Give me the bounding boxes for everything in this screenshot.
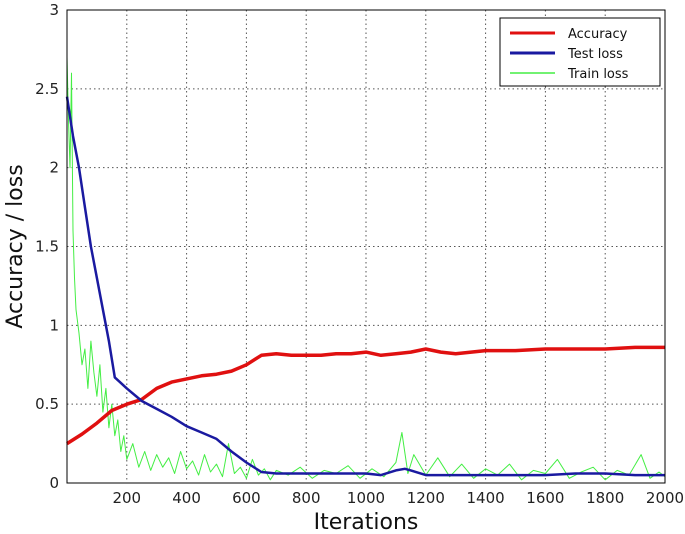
x-tick-label: 600 (232, 489, 261, 507)
x-tick-label: 1200 (407, 489, 445, 507)
x-tick-label: 400 (172, 489, 201, 507)
gridlines (67, 10, 665, 483)
x-tick-labels: 200 400 600 800 1000 1200 1400 1600 1800 2000 (112, 489, 684, 507)
x-tick-label: 1800 (586, 489, 624, 507)
x-tick-label: 800 (292, 489, 321, 507)
x-tick-label: 2000 (646, 489, 684, 507)
y-tick-labels: 0 0.5 1 1.5 2 2.5 3 (35, 1, 59, 492)
series-line-0 (66, 345, 665, 446)
y-tick-label: 0.5 (35, 395, 59, 413)
x-axis-label: Iterations (314, 510, 419, 534)
legend: Accuracy Test loss Train loss (499, 17, 661, 87)
x-tick-label: 1000 (347, 489, 385, 507)
y-tick-label: 2.5 (35, 80, 59, 98)
x-tick-label: 1400 (467, 489, 505, 507)
series-layer (65, 57, 666, 481)
y-axis-label: Accuracy / loss (3, 164, 28, 328)
legend-label: Train loss (567, 67, 629, 82)
y-tick-label: 0 (49, 474, 59, 492)
legend-label: Accuracy (568, 27, 628, 42)
series-line-2 (66, 57, 666, 481)
plot-frame (66, 9, 666, 484)
x-tick-label: 200 (112, 489, 141, 507)
y-tick-label: 1 (49, 316, 59, 334)
x-tick-label: 1600 (526, 489, 564, 507)
series-line-1 (65, 96, 665, 477)
y-tick-label: 2 (49, 159, 59, 177)
y-tick-label: 3 (49, 1, 59, 19)
y-tick-label: 1.5 (35, 238, 59, 256)
legend-label: Test loss (567, 47, 623, 62)
